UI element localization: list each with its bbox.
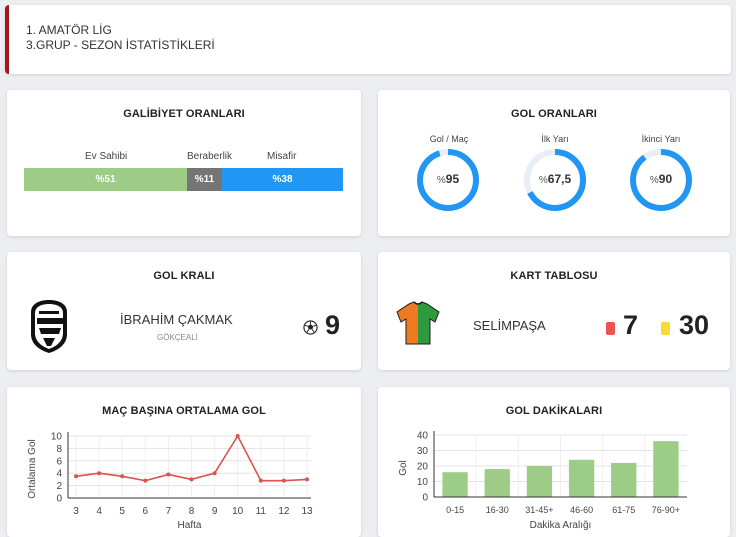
goal-minutes-bar-chart: 0 10 20 30 40 0-15 16-30 31-45+ 46-60 61-75 76-90+… xyxy=(398,431,687,531)
x-tick-label: 6 xyxy=(143,506,149,517)
goal-rates-card: GOL ORANLARI Gol / Maç %95 İlk Yarı %67,… xyxy=(378,90,730,236)
x-tick-label: 8 xyxy=(189,506,195,517)
y-tick-label: 0 xyxy=(422,493,428,504)
second-half-label: İkinci Yarı xyxy=(641,134,681,144)
x-tick-label: 7 xyxy=(166,506,172,517)
goal-minutes-bar xyxy=(611,462,637,497)
avg-goals-title: MAÇ BAŞINA ORTALAMA GOL xyxy=(102,405,266,417)
data-point xyxy=(120,474,125,479)
y-tick-label: 6 xyxy=(56,456,62,467)
x-tick-label: 4 xyxy=(96,506,102,517)
data-point xyxy=(166,472,171,477)
y-tick-label: 4 xyxy=(56,469,62,480)
data-point xyxy=(258,478,263,483)
y-tick-label: 8 xyxy=(56,444,62,455)
y-axis-label: Gol xyxy=(398,460,409,476)
first-half-label: İlk Yarı xyxy=(541,134,569,144)
data-point xyxy=(281,478,286,483)
card-table-title: KART TABLOSU xyxy=(510,270,598,282)
y-tick-label: 10 xyxy=(51,432,63,443)
league-name: 1. AMATÖR LİG xyxy=(26,23,112,37)
top-scorer-name[interactable]: İBRAHİM ÇAKMAK xyxy=(120,312,233,327)
goals-per-match-value: %95 xyxy=(436,172,460,186)
x-tick-label: 13 xyxy=(301,506,313,517)
red-card-icon xyxy=(606,322,615,335)
data-point xyxy=(305,477,309,482)
data-point xyxy=(235,434,240,438)
second-half-value: %90 xyxy=(649,172,673,186)
data-point xyxy=(189,477,194,482)
header-card: 1. AMATÖR LİG 3.GRUP - SEZON İSTATİSTİKL… xyxy=(5,5,731,74)
x-tick-label: 76-90+ xyxy=(652,505,680,515)
win-rates-title: GALİBİYET ORANLARI xyxy=(123,108,245,120)
win-rates-card: GALİBİYET ORANLARI Ev Sahibi Beraberlik … xyxy=(7,90,361,236)
data-point xyxy=(212,471,217,476)
x-tick-label: 16-30 xyxy=(486,505,509,515)
y-tick-label: 10 xyxy=(417,477,429,488)
x-tick-label: 3 xyxy=(73,506,79,517)
first-half-value: %67,5 xyxy=(538,172,572,186)
top-scorer-card: GOL KRALI İBRAHİM ÇAKMAK GÖKÇEALİ 9 xyxy=(7,252,361,370)
group-season-title: 3.GRUP - SEZON İSTATİSTİKLERİ xyxy=(26,38,215,52)
y-axis-label: Ortalama Gol xyxy=(27,439,38,498)
x-tick-label: 9 xyxy=(212,506,218,517)
draw-label: Beraberlik xyxy=(187,151,233,162)
x-tick-label: 61-75 xyxy=(612,505,635,515)
away-rate-bar: %38 xyxy=(222,168,343,191)
goal-minutes-bar xyxy=(484,469,510,497)
y-tick-label: 30 xyxy=(417,446,429,457)
y-tick-label: 40 xyxy=(417,431,429,442)
goal-minutes-bar xyxy=(526,466,553,497)
x-tick-label: 12 xyxy=(278,506,290,517)
x-axis-label: Dakika Aralığı xyxy=(530,520,592,531)
first-half-ring xyxy=(524,149,586,211)
team-crest-icon[interactable] xyxy=(29,298,69,354)
goal-minutes-bar xyxy=(442,472,468,497)
goals-per-match-label: Gol / Maç xyxy=(429,134,469,144)
top-scorer-team[interactable]: GÖKÇEALİ xyxy=(157,333,198,342)
top-scorer-goals: 9 xyxy=(325,310,341,340)
y-tick-label: 20 xyxy=(417,462,429,473)
x-tick-label: 11 xyxy=(256,506,267,517)
x-tick-label: 46-60 xyxy=(570,505,593,515)
y-tick-label: 0 xyxy=(56,494,62,505)
goal-rates-title: GOL ORANLARI xyxy=(511,108,597,120)
yellow-card-icon xyxy=(661,322,670,335)
away-label: Misafir xyxy=(267,151,297,162)
soccer-ball-icon xyxy=(303,320,318,335)
top-scorer-title: GOL KRALI xyxy=(153,270,215,282)
second-half-ring xyxy=(630,149,692,211)
x-tick-label: 31-45+ xyxy=(525,505,553,515)
card-team-name[interactable]: SELİMPAŞA xyxy=(473,318,546,333)
yellow-card-count: 30 xyxy=(679,310,710,340)
goal-minutes-bar xyxy=(653,441,679,497)
x-tick-label: 0-15 xyxy=(446,505,464,515)
goal-minutes-bar xyxy=(568,459,595,497)
draw-rate-bar: %11 xyxy=(187,168,222,191)
goals-per-match-ring xyxy=(417,149,479,211)
home-label: Ev Sahibi xyxy=(85,151,128,162)
data-point xyxy=(74,474,78,479)
x-tick-label: 5 xyxy=(119,506,125,517)
goal-minutes-card: GOL DAKİKALARI 0 10 20 30 40 0-15 16-30 31-45+ 4… xyxy=(378,387,730,537)
x-axis-label: Hafta xyxy=(178,520,202,531)
red-card-count: 7 xyxy=(623,310,639,340)
home-rate-bar: %51 xyxy=(24,168,187,191)
data-point xyxy=(97,471,102,476)
team-jersey-icon[interactable] xyxy=(395,300,441,346)
y-tick-label: 2 xyxy=(56,481,62,492)
card-table-card: KART TABLOSU SELİMPAŞA 7 30 xyxy=(378,252,730,370)
goal-minutes-title: GOL DAKİKALARI xyxy=(505,405,603,417)
avg-goals-card: MAÇ BAŞINA ORTALAMA GOL 0 2 4 6 8 10 3 4 5 6 7 8 9 10… xyxy=(7,387,361,537)
data-point xyxy=(143,478,148,483)
x-tick-label: 10 xyxy=(232,506,244,517)
